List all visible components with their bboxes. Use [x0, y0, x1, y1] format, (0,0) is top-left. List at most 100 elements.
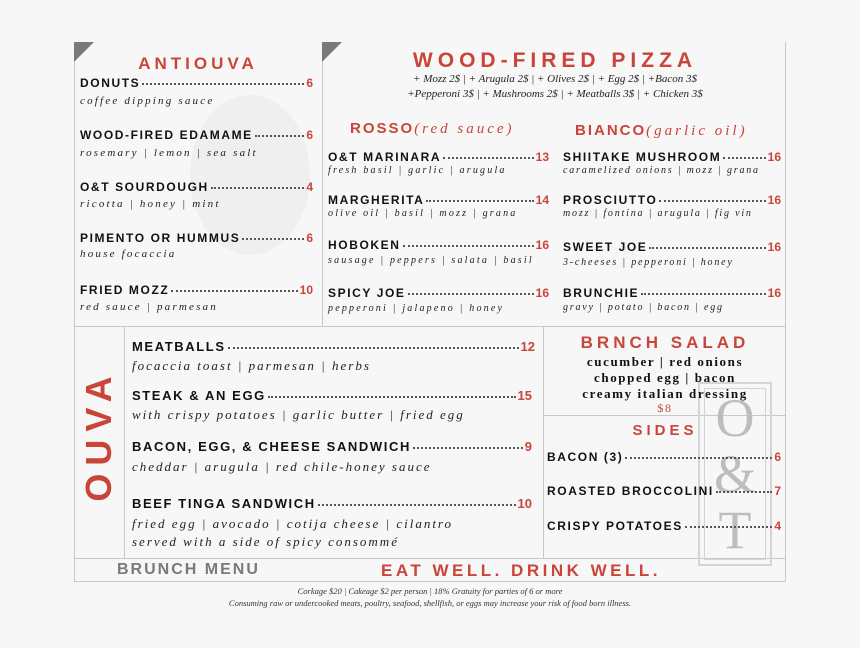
- menu-item: HOBOKEN 16: [328, 238, 549, 252]
- item-price: 16: [767, 150, 781, 164]
- dot-leader: [227, 347, 519, 349]
- dot-leader: [407, 293, 534, 295]
- divider: [322, 42, 323, 326]
- item-price: 16: [767, 240, 781, 254]
- item-name: HOBOKEN: [328, 238, 401, 252]
- frame-right: [785, 42, 786, 581]
- item-price: 10: [517, 496, 532, 511]
- corner-triangle: [74, 42, 94, 62]
- item-name: MEATBALLS: [132, 339, 226, 354]
- menu-item: O&T MARINARA 13: [328, 150, 549, 164]
- item-price: 6: [306, 76, 313, 90]
- dot-leader: [641, 293, 766, 295]
- dot-leader: [412, 447, 523, 449]
- item-name: FRIED MOZZ: [80, 283, 170, 297]
- menu-item: BACON, EGG, & CHEESE SANDWICH 9: [132, 439, 532, 454]
- dot-leader: [723, 157, 766, 159]
- menu-item: O&T SOURDOUGH 4: [80, 180, 313, 194]
- menu-item: SHIITAKE MUSHROOM 16: [563, 150, 781, 164]
- item-desc: fried egg | avocado | cotija cheese | ci…: [132, 516, 454, 531]
- item-desc: fresh basil | garlic | arugula: [328, 165, 507, 176]
- item-desc: olive oil | basil | mozz | grana: [328, 208, 518, 219]
- item-name: WOOD-FIRED EDAMAME: [80, 128, 253, 142]
- item-name: PROSCIUTTO: [563, 193, 658, 207]
- item-name: CRISPY POTATOES: [547, 519, 683, 533]
- item-name: PIMENTO OR HUMMUS: [80, 231, 241, 245]
- menu-item: WOOD-FIRED EDAMAME 6: [80, 128, 313, 142]
- dot-leader: [649, 247, 766, 249]
- dot-leader: [317, 504, 516, 506]
- dot-leader: [426, 200, 534, 202]
- dot-leader: [242, 238, 305, 240]
- item-price: 6: [306, 231, 313, 245]
- antipasti-title: ANTIOUVA: [138, 54, 258, 73]
- item-price: 6: [774, 450, 781, 464]
- menu-item: DONUTS 6: [80, 76, 313, 90]
- dot-leader: [267, 396, 516, 398]
- dot-leader: [142, 83, 305, 85]
- menu-item: BRUNCHIE 16: [563, 286, 781, 300]
- frame-left: [74, 42, 75, 581]
- salad-line: creamy italian dressing: [582, 386, 748, 401]
- menu-item: PIMENTO OR HUMMUS 6: [80, 231, 313, 245]
- item-desc: caramelized onions | mozz | grana: [563, 165, 760, 176]
- ot-logo: O & T: [698, 382, 772, 566]
- dot-leader: [684, 526, 773, 528]
- item-price: 16: [767, 286, 781, 300]
- item-desc: 3-cheeses | pepperoni | honey: [563, 257, 734, 268]
- item-desc: served with a side of spicy consommé: [132, 534, 399, 549]
- divider: [74, 326, 786, 327]
- item-desc: mozz | fontina | arugula | fig vin: [563, 208, 753, 219]
- item-price: 6: [306, 128, 313, 142]
- menu-item: CRISPY POTATOES 4: [547, 519, 781, 533]
- item-desc: cheddar | arugula | red chile-honey sauc…: [132, 459, 432, 474]
- salad-line: chopped egg | bacon: [594, 370, 736, 385]
- item-desc: pepperoni | jalapeno | honey: [328, 303, 505, 314]
- item-price: 16: [767, 193, 781, 207]
- item-price: 14: [535, 193, 549, 207]
- tagline: EAT WELL. DRINK WELL.: [381, 561, 661, 580]
- corner-triangle: [322, 42, 342, 62]
- divider: [543, 415, 786, 416]
- menu-item: STEAK & AN EGG 15: [132, 388, 532, 403]
- item-price: 16: [535, 286, 549, 300]
- item-name: BACON (3): [547, 450, 624, 464]
- footer-note: Consuming raw or undercooked meats, poul…: [228, 598, 632, 608]
- brunch-menu-label: BRUNCH MENU: [117, 561, 260, 578]
- item-desc: rosemary | lemon | sea salt: [80, 147, 258, 159]
- item-name: ROASTED BROCCOLINI: [547, 484, 714, 498]
- menu-item: SWEET JOE 16: [563, 240, 781, 254]
- item-price: 7: [774, 484, 781, 498]
- item-price: 4: [774, 519, 781, 533]
- addons-line: +Pepperoni 3$ | + Mushrooms 2$ | + Meatb…: [407, 88, 703, 100]
- menu-item: BACON (3) 6: [547, 450, 781, 464]
- item-price: 12: [520, 339, 535, 354]
- item-desc: coffee dipping sauce: [80, 95, 215, 107]
- item-price: 4: [306, 180, 313, 194]
- item-desc: house focaccia: [80, 248, 177, 260]
- salad-title: BRNCH SALAD: [580, 333, 750, 352]
- item-desc: ricotta | honey | mint: [80, 198, 221, 210]
- divider: [124, 326, 125, 558]
- watermark-logo: [190, 95, 310, 255]
- item-name: O&T SOURDOUGH: [80, 180, 209, 194]
- dot-leader: [715, 491, 773, 493]
- item-name: STEAK & AN EGG: [132, 388, 266, 403]
- menu-item: BEEF TINGA SANDWICH 10: [132, 496, 532, 511]
- item-name: O&T MARINARA: [328, 150, 442, 164]
- item-price: 9: [524, 439, 532, 454]
- dot-leader: [171, 290, 298, 292]
- menu-item: MARGHERITA 14: [328, 193, 549, 207]
- dot-leader: [443, 157, 534, 159]
- footer-note: Corkage $20 | Cakeage $2 per person | 18…: [297, 586, 563, 596]
- menu-item: PROSCIUTTO 16: [563, 193, 781, 207]
- item-name: BEEF TINGA SANDWICH: [132, 496, 316, 511]
- dot-leader: [659, 200, 766, 202]
- salad-price: $8: [657, 401, 673, 415]
- item-name: SPICY JOE: [328, 286, 406, 300]
- ouva-title: OUVA: [78, 368, 119, 502]
- addons-line: + Mozz 2$ | + Arugula 2$ | + Olives 2$ |…: [413, 73, 697, 85]
- divider: [543, 326, 544, 558]
- item-name: DONUTS: [80, 76, 141, 90]
- item-name: BRUNCHIE: [563, 286, 640, 300]
